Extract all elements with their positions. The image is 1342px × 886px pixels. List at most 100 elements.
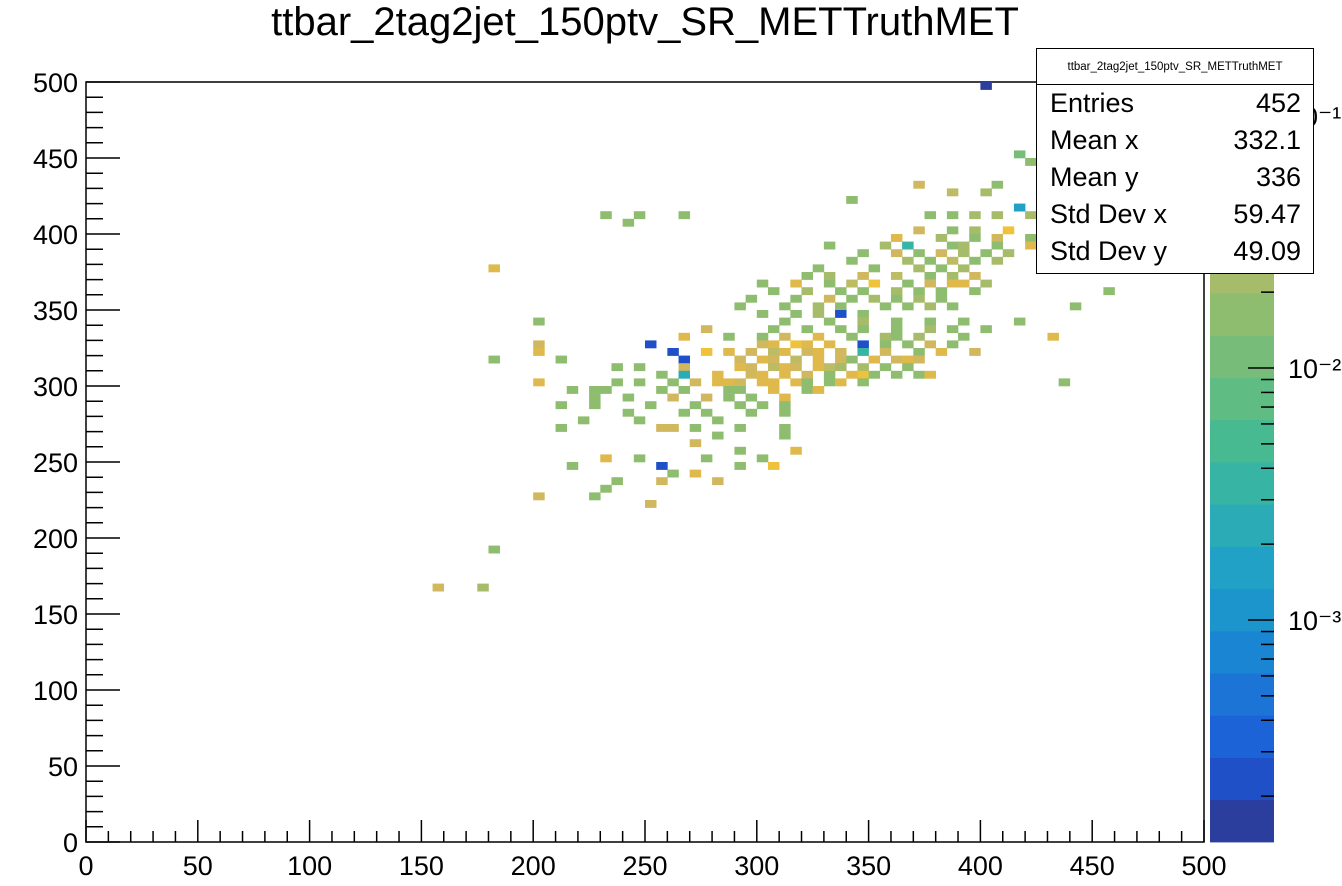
heatmap-cell [946, 340, 959, 349]
heatmap-cell [980, 188, 992, 197]
heatmap-cell [890, 249, 903, 258]
heatmap-cell [767, 348, 780, 356]
colorbar-swatch [1210, 799, 1274, 843]
heatmap-cell [890, 287, 903, 296]
heatmap-cell [913, 264, 925, 273]
heatmap-cell [935, 287, 948, 296]
heatmap-cell [790, 446, 802, 455]
heatmap-cell [678, 386, 691, 394]
stat-row-entries: Entries 452 [1037, 85, 1313, 122]
heatmap-cell [969, 226, 981, 235]
heatmap-cell [1002, 249, 1015, 258]
heatmap-cell [633, 416, 646, 425]
heatmap-cell [969, 272, 981, 280]
heatmap-cell [745, 393, 758, 402]
heatmap-cell [1103, 287, 1115, 296]
heatmap-cell [779, 393, 791, 402]
heatmap-cell [645, 340, 657, 349]
heatmap-cell [812, 355, 825, 364]
heatmap-cell [734, 424, 746, 432]
axes: 0 50 100 150 200 250 300 350 400 450 500 0 50 100 150 2… [33, 68, 1227, 881]
heatmap-cell [823, 317, 836, 326]
heatmap-cell [779, 431, 791, 440]
heatmap-cell [823, 272, 836, 280]
heatmap-cell [980, 82, 992, 90]
heatmap-cell [678, 370, 691, 379]
heatmap-cell [801, 272, 813, 280]
heatmap-cell [678, 332, 691, 341]
heatmap-cell [432, 583, 445, 592]
heatmap-cell [890, 325, 903, 334]
heatmap-cell [734, 378, 746, 387]
colorbar-swatch [1210, 335, 1274, 378]
heatmap-cell [767, 325, 780, 334]
heatmap-cell [555, 401, 568, 410]
heatmap-cell [991, 211, 1004, 220]
heatmap-cell [723, 386, 735, 394]
y-tick-label: 0 [63, 828, 78, 858]
heatmap-cell [589, 386, 601, 394]
heatmap-cell [980, 325, 992, 334]
heatmap-cell [958, 317, 970, 326]
heatmap-cell [779, 348, 791, 356]
heatmap-cell [969, 211, 981, 220]
heatmap-cell [890, 317, 903, 326]
y-tick-label: 250 [33, 448, 78, 478]
heatmap-cell [812, 348, 825, 356]
stat-value: 332.1 [1233, 125, 1301, 155]
heatmap-cell [846, 355, 858, 364]
heatmap-cell [700, 454, 713, 463]
heatmap-cell [656, 462, 668, 470]
heatmap-cell [488, 355, 500, 364]
heatmap-cell [801, 386, 813, 394]
heatmap-cell [812, 363, 825, 372]
heatmap-cell [700, 325, 713, 334]
heatmap-cell [756, 370, 769, 379]
heatmap-cell [533, 340, 545, 349]
heatmap-cell [589, 492, 601, 501]
heatmap-cell [790, 310, 802, 318]
heatmap-cell [913, 287, 925, 296]
heatmap-cell [756, 332, 769, 341]
heatmap-cell [946, 188, 959, 197]
heatmap-cell [935, 234, 948, 242]
heatmap-cell [846, 256, 858, 265]
heatmap-cell [767, 462, 780, 470]
heatmap-cell [868, 279, 881, 288]
x-tick-label: 0 [78, 851, 93, 881]
heatmap-cell [600, 386, 612, 394]
colorbar-swatch [1210, 462, 1274, 505]
stat-value: 59.47 [1233, 199, 1301, 229]
heatmap-cell [589, 401, 601, 410]
heatmap-cell [689, 469, 702, 478]
heatmap-cell [823, 340, 836, 349]
stat-row-std-dev-x: Std Dev x 59.47 [1037, 196, 1313, 233]
heatmap-cell [712, 416, 724, 425]
heatmap-cell [734, 386, 746, 394]
y-tick-label: 400 [33, 220, 78, 250]
x-tick-label: 350 [846, 851, 891, 881]
heatmap-cell [756, 401, 769, 410]
heatmap-cell [924, 370, 936, 379]
heatmap-cell [767, 378, 780, 387]
heatmap-cell [991, 234, 1004, 242]
heatmap-cell [846, 196, 858, 204]
heatmap-cell [946, 211, 959, 220]
heatmap-cell [779, 332, 791, 341]
heatmap-cell [734, 401, 746, 410]
heatmap-cell [779, 408, 791, 417]
y-tick-label: 50 [48, 752, 78, 782]
x-tick-label: 50 [183, 851, 213, 881]
heatmap-cell [633, 454, 646, 463]
y-tick-label: 300 [33, 372, 78, 402]
heatmap-cell [991, 256, 1004, 265]
stat-value: 452 [1255, 88, 1301, 118]
heatmap-cell [946, 226, 959, 235]
heatmap-cell [779, 424, 791, 432]
heatmap-cell [577, 416, 590, 425]
heatmap-cell [600, 484, 612, 493]
heatmap-cell [924, 256, 936, 265]
heatmap-cell [801, 370, 813, 379]
heatmap-cell [879, 332, 892, 341]
heatmap-cell [868, 294, 881, 303]
